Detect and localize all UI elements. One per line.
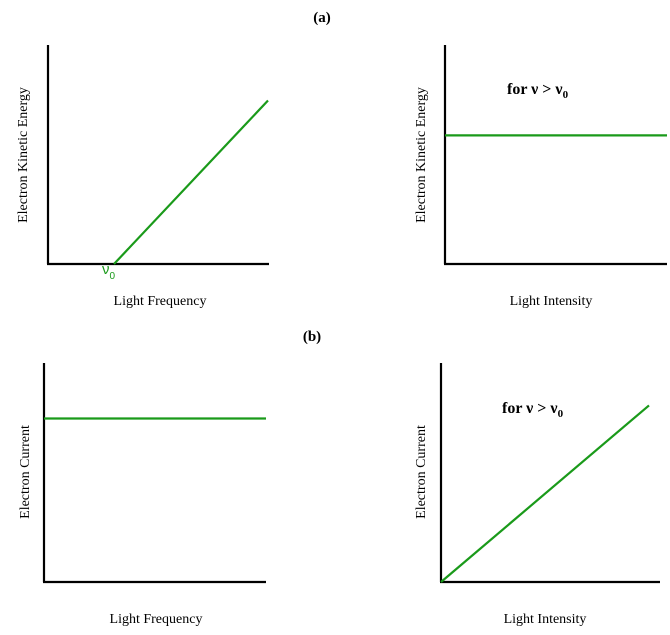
chart-b-right: for ν > ν0 Light Intensity Electron Curr… bbox=[414, 363, 660, 627]
chart-a-right: for ν > ν0 Light Intensity Electron Kine… bbox=[414, 45, 667, 309]
part-label-b: (b) bbox=[303, 329, 321, 345]
annotation: for ν > ν0 bbox=[502, 400, 564, 420]
chart-a-left: ν0 Light Frequency Electron Kinetic Ener… bbox=[16, 45, 269, 309]
part-label-a: (a) bbox=[313, 10, 331, 26]
y-axis-label: Electron Kinetic Energy bbox=[414, 87, 429, 223]
series-line bbox=[113, 99, 269, 265]
annotation: for ν > ν0 bbox=[507, 81, 569, 101]
x-axis-label: Light Frequency bbox=[114, 294, 207, 309]
chart-b-left: Light Frequency Electron Current bbox=[18, 363, 266, 627]
x-axis-label: Light Frequency bbox=[110, 612, 203, 627]
x-axis-label: Light Intensity bbox=[510, 294, 593, 309]
nu0-tick-label: ν0 bbox=[102, 261, 116, 282]
x-axis-label: Light Intensity bbox=[504, 612, 587, 627]
y-axis-label: Electron Current bbox=[18, 425, 33, 519]
y-axis-label: Electron Current bbox=[414, 425, 429, 519]
y-axis-label: Electron Kinetic Energy bbox=[16, 87, 31, 223]
series-line bbox=[440, 404, 650, 583]
